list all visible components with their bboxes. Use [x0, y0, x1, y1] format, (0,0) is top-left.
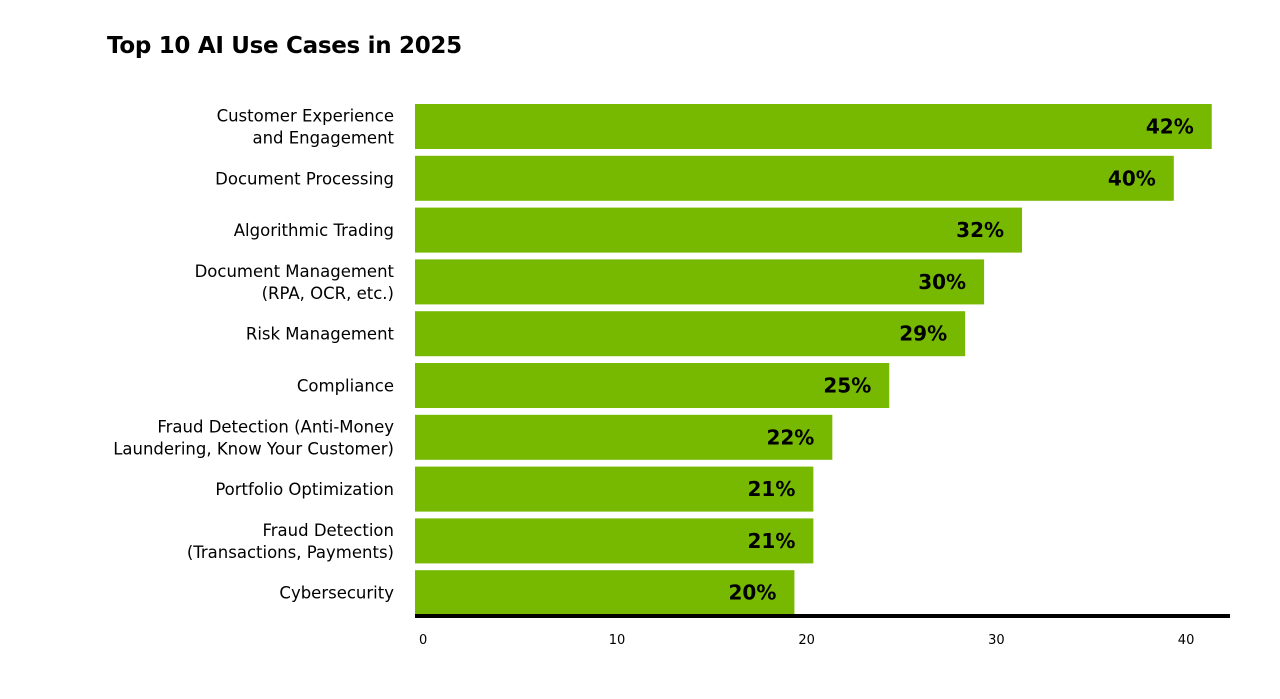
category-label: Document Processing	[215, 169, 394, 188]
category-label: (RPA, OCR, etc.)	[262, 284, 394, 303]
category-label: Customer Experience	[217, 107, 394, 126]
bar	[415, 570, 795, 616]
x-tick-label: 0	[419, 633, 427, 648]
data-label: 42%	[1146, 115, 1194, 139]
chart-title: Top 10 AI Use Cases in 2025	[107, 33, 462, 59]
data-label: 29%	[899, 322, 947, 346]
x-tick-label: 40	[1178, 633, 1195, 648]
category-label: Document Management	[195, 262, 395, 281]
category-label: and Engagement	[252, 129, 394, 148]
data-label: 32%	[956, 218, 1004, 242]
data-label: 25%	[823, 374, 871, 398]
bar	[415, 414, 833, 460]
data-label: 21%	[747, 529, 795, 553]
x-tick-label: 20	[798, 633, 815, 648]
data-label: 40%	[1108, 166, 1156, 190]
category-label: Laundering, Know Your Customer)	[113, 439, 394, 458]
bar	[415, 259, 985, 305]
bar	[415, 207, 1023, 253]
data-label: 30%	[918, 270, 966, 294]
category-label: Portfolio Optimization	[215, 480, 394, 499]
x-tick-label: 30	[988, 633, 1005, 648]
bar	[415, 518, 814, 564]
data-label: 21%	[747, 477, 795, 501]
bar	[415, 155, 1174, 201]
category-label: (Transactions, Payments)	[187, 543, 394, 562]
category-label: Compliance	[297, 377, 394, 396]
x-axis-line	[415, 614, 1230, 618]
category-label: Algorithmic Trading	[234, 221, 394, 240]
bar	[415, 363, 890, 408]
bar	[415, 466, 814, 512]
category-label: Cybersecurity	[279, 584, 394, 603]
data-label: 22%	[766, 425, 814, 449]
bar	[415, 311, 966, 357]
category-label: Fraud Detection	[262, 521, 394, 540]
bar	[415, 104, 1212, 149]
x-tick-label: 10	[609, 633, 626, 648]
category-label: Fraud Detection (Anti-Money	[157, 417, 394, 436]
category-label: Risk Management	[246, 325, 395, 344]
data-label: 20%	[729, 581, 777, 605]
